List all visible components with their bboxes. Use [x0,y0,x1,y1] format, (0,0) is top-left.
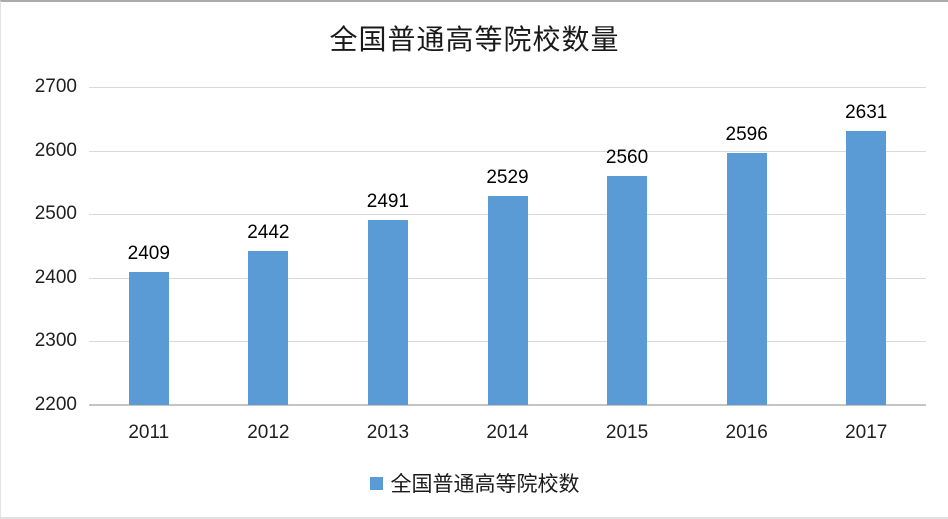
bar-2016 [726,153,767,405]
legend-marker-square [369,476,383,490]
x-axis-line [89,404,926,406]
x-axis-tick-label: 2011 [128,422,170,443]
x-axis-tick-label: 2014 [486,422,529,443]
bar-2014 [487,195,528,405]
bar-value-label: 2631 [845,101,888,123]
x-axis-tick-label: 2017 [845,422,888,443]
gridline [89,87,926,88]
y-axis-tick-label: 2700 [34,76,77,97]
bar-value-label: 2491 [366,190,410,212]
bar-value-label: 2442 [247,222,290,244]
chart-title: 全国普通高等院校数量 [329,25,620,56]
x-axis-tick-label: 2013 [366,422,410,443]
x-axis-tick-label: 2016 [725,422,768,443]
bar-2017 [846,130,887,405]
bar-value-label: 2560 [605,147,649,169]
legend-series-label: 全国普通高等院校数 [390,472,580,496]
y-axis-tick-label: 2400 [34,266,77,288]
y-axis-tick-label: 2300 [34,330,77,352]
x-axis-tick-label: 2015 [605,422,649,443]
bar-value-label: 2409 [127,243,170,265]
y-axis-tick-label: 2500 [34,203,77,225]
bar-value-label: 2596 [725,124,768,146]
legend: 全国普通高等院校数 [1,468,948,498]
gridline [89,150,926,152]
bar-2015 [607,176,648,405]
plot-area: 2200 2300 2400 2500 2600 2700 2409 2011 2442 2012… [35,76,926,443]
x-axis-tick-label: 2012 [247,422,290,443]
bar-2013 [367,219,408,405]
bar-2011 [128,272,169,405]
bar-2012 [248,251,289,405]
y-axis-tick-label: 2600 [34,139,77,161]
bar-value-label: 2529 [486,166,529,188]
y-axis-tick-label: 2200 [34,394,77,415]
